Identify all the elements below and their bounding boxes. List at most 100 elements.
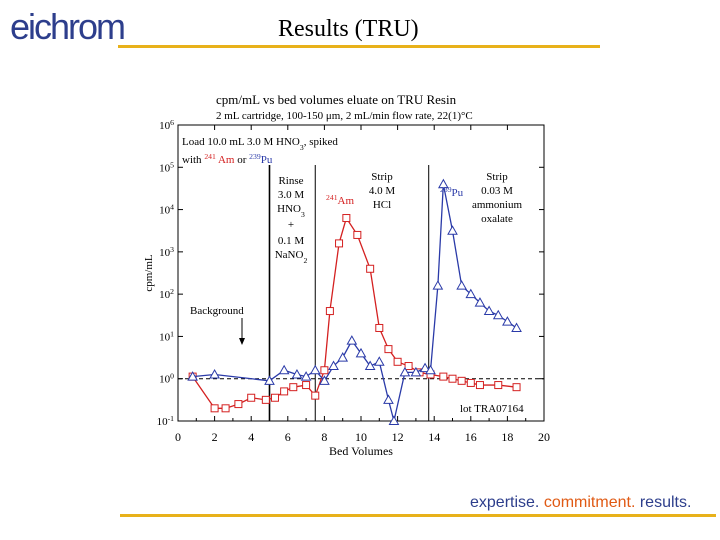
am-point	[512, 383, 521, 392]
am-point	[302, 381, 311, 390]
am-point	[325, 307, 334, 316]
x-tick-label: 12	[392, 430, 404, 444]
y-tick-label: 102	[159, 287, 174, 302]
pu-point	[328, 360, 339, 371]
pu-point	[364, 360, 376, 371]
am-point	[289, 383, 298, 392]
background-arrowhead	[239, 338, 245, 345]
pu-point	[388, 415, 400, 425]
am-point	[448, 374, 457, 383]
am-point	[439, 372, 448, 381]
pu-point	[187, 371, 198, 381]
x-tick-label: 18	[501, 430, 513, 444]
x-tick-label: 10	[355, 430, 367, 444]
pu-point	[492, 309, 504, 320]
slide-title: Results (TRU)	[278, 16, 419, 42]
y-axis-label: cpm/mL	[143, 254, 155, 292]
am-point	[404, 362, 413, 371]
am-point	[247, 393, 256, 402]
rinse-label: 3.0 M	[278, 189, 305, 201]
y-tick-label: 100	[159, 371, 174, 386]
strip1-label: Strip	[371, 171, 393, 183]
x-tick-label: 4	[248, 430, 254, 444]
pu-point	[346, 335, 358, 345]
am-point	[384, 345, 393, 354]
pu-point	[465, 288, 477, 299]
strip2-label: ammonium	[472, 199, 523, 211]
bottom-divider	[120, 514, 716, 517]
top-divider	[118, 45, 600, 48]
x-tick-label: 2	[212, 430, 218, 444]
rinse-label: NaNO2	[275, 249, 308, 265]
rinse-label: HNO3	[277, 203, 305, 219]
pu-point	[309, 364, 321, 375]
pu-point	[456, 280, 468, 290]
pu-point	[300, 371, 312, 381]
rinse-label: Rinse	[278, 175, 303, 187]
pu-point	[399, 366, 411, 377]
pu-point	[291, 368, 303, 379]
y-tick-label: 103	[159, 244, 174, 259]
am-point	[366, 264, 375, 273]
am-point	[375, 323, 384, 332]
pu-point	[432, 280, 444, 290]
x-tick-label: 0	[175, 430, 181, 444]
lot-label: lot TRA07164	[460, 403, 524, 415]
x-tick-label: 16	[465, 430, 477, 444]
y-tick-label: 10-1	[157, 414, 175, 429]
pu-point	[437, 178, 449, 189]
am-point	[475, 381, 484, 390]
background-label: Background	[190, 305, 244, 317]
x-tick-label: 6	[285, 430, 291, 444]
am-series-label: 241Am	[326, 193, 354, 208]
pu-series-label: 239Pu	[440, 185, 464, 200]
am-point	[270, 393, 279, 402]
am-point	[320, 366, 329, 375]
axis-ticks: 0 2 4 6 8 10 12 14 16 18 20 10-1 100 101 102 103 104 105 1…	[143, 118, 550, 459]
x-tick-label: 8	[321, 430, 327, 444]
series-layer	[187, 178, 522, 425]
pu-point	[355, 347, 367, 358]
am-point	[221, 404, 230, 413]
x-tick-label: 20	[538, 430, 550, 444]
pu-point	[419, 362, 431, 373]
y-tick-label: 101	[159, 329, 174, 344]
pu-point	[474, 297, 486, 307]
y-tick-label: 105	[159, 160, 174, 175]
am-point	[494, 381, 503, 390]
tagline: expertise. commitment. results.	[470, 494, 691, 512]
strip2-label: oxalate	[481, 213, 513, 225]
rinse-label: +	[288, 219, 294, 231]
pu-point	[209, 368, 220, 379]
pu-point	[383, 394, 394, 404]
rinse-label: 0.1 M	[278, 235, 305, 247]
pu-point	[511, 322, 522, 332]
pu-point	[502, 316, 513, 326]
eichrom-logo: eichrom	[10, 6, 126, 47]
y-tick-label: 106	[159, 118, 174, 133]
chart-subtitle: 2 mL cartridge, 100-150 μm, 2 mL/min flo…	[216, 110, 473, 122]
pu-point	[373, 356, 385, 366]
chart-title: cpm/mL vs bed volumes eluate on TRU Resi…	[216, 92, 457, 107]
tagline-results: results.	[635, 494, 692, 511]
am-point	[234, 400, 243, 409]
load-note-2: with 241 Am or 239Pu	[182, 152, 273, 167]
strip2-label: 0.03 M	[481, 185, 513, 197]
pu-point	[319, 375, 330, 385]
am-point	[311, 391, 320, 400]
x-tick-label: 14	[428, 430, 440, 444]
am-point	[210, 404, 219, 413]
strip1-label: HCl	[373, 199, 391, 211]
strip1-label: 4.0 M	[369, 185, 396, 197]
am-point	[335, 239, 344, 248]
strip2-label: Strip	[486, 171, 508, 183]
y-tick-label: 104	[159, 202, 174, 217]
load-note: Load 10.0 mL 3.0 M HNO3, spiked	[182, 136, 338, 152]
am-point	[280, 387, 289, 396]
am-point	[261, 395, 270, 404]
pu-point	[337, 352, 349, 362]
am-point	[342, 214, 351, 223]
pu-point	[483, 305, 495, 316]
x-axis-label: Bed Volumes	[329, 444, 393, 458]
